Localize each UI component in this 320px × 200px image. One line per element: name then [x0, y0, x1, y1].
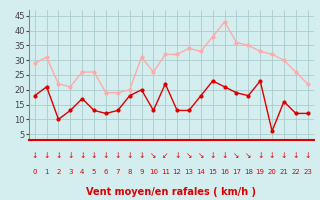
Text: 22: 22: [292, 169, 300, 175]
Text: ↓: ↓: [257, 152, 263, 160]
Text: 23: 23: [303, 169, 312, 175]
Text: 12: 12: [173, 169, 181, 175]
Text: 4: 4: [80, 169, 84, 175]
Text: 18: 18: [244, 169, 253, 175]
Text: 16: 16: [220, 169, 229, 175]
Text: Vent moyen/en rafales ( km/h ): Vent moyen/en rafales ( km/h ): [86, 187, 256, 197]
Text: ↓: ↓: [138, 152, 145, 160]
Text: 1: 1: [44, 169, 49, 175]
Text: 0: 0: [33, 169, 37, 175]
Text: ↓: ↓: [32, 152, 38, 160]
Text: 2: 2: [56, 169, 61, 175]
Text: ↘: ↘: [186, 152, 192, 160]
Text: 19: 19: [256, 169, 265, 175]
Text: 8: 8: [127, 169, 132, 175]
Text: ↘: ↘: [233, 152, 240, 160]
Text: ↘: ↘: [245, 152, 252, 160]
Text: 14: 14: [196, 169, 205, 175]
Text: ↓: ↓: [115, 152, 121, 160]
Text: ↘: ↘: [198, 152, 204, 160]
Text: ↓: ↓: [292, 152, 299, 160]
Text: ↓: ↓: [210, 152, 216, 160]
Text: 15: 15: [208, 169, 217, 175]
Text: 21: 21: [279, 169, 288, 175]
Text: ↓: ↓: [281, 152, 287, 160]
Text: ↓: ↓: [269, 152, 275, 160]
Text: ↓: ↓: [174, 152, 180, 160]
Text: 13: 13: [185, 169, 194, 175]
Text: ↓: ↓: [91, 152, 97, 160]
Text: ↓: ↓: [55, 152, 62, 160]
Text: ↓: ↓: [79, 152, 85, 160]
Text: ↓: ↓: [126, 152, 133, 160]
Text: 11: 11: [161, 169, 170, 175]
Text: ↓: ↓: [44, 152, 50, 160]
Text: 17: 17: [232, 169, 241, 175]
Text: ↓: ↓: [221, 152, 228, 160]
Text: 5: 5: [92, 169, 96, 175]
Text: ↓: ↓: [67, 152, 74, 160]
Text: 10: 10: [149, 169, 158, 175]
Text: ↓: ↓: [304, 152, 311, 160]
Text: ↓: ↓: [103, 152, 109, 160]
Text: ↙: ↙: [162, 152, 168, 160]
Text: 3: 3: [68, 169, 73, 175]
Text: 20: 20: [268, 169, 276, 175]
Text: 9: 9: [139, 169, 144, 175]
Text: ↘: ↘: [150, 152, 156, 160]
Text: 7: 7: [116, 169, 120, 175]
Text: 6: 6: [104, 169, 108, 175]
